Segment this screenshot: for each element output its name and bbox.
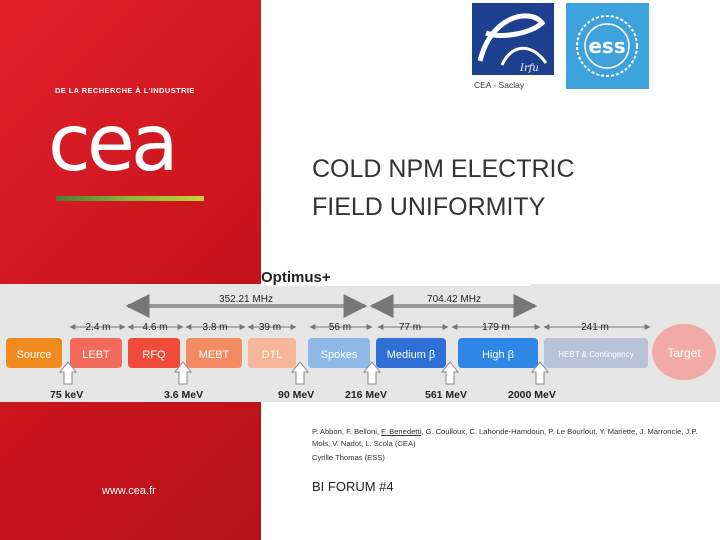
slide-title-line2: FIELD UNIFORMITY [312,193,546,221]
length-label-spokes: 56 m [329,322,351,333]
energy-arrow-3-6mev-icon [173,361,193,385]
energy-arrow-75kev-icon [58,361,78,385]
length-label-high: 179 m [482,322,510,333]
section-target [652,324,716,380]
cea-logo-underline [56,196,204,201]
authors-list: P. Abbon, F. Belloni, F. Benedetti, G. C… [312,426,712,450]
authors-presenter: F. Benedetti [381,427,422,436]
length-label-hebt: 241 m [581,322,609,333]
diagram-heading: Optimus+ [261,269,331,286]
section-high-beta-label: High β [482,349,514,361]
section-target-label: Target [667,346,701,360]
cea-tagline: DE LA RECHERCHE À L'INDUSTRIE [55,86,195,95]
energy-label-3-6mev: 3.6 MeV [164,389,203,401]
section-rfq [128,338,180,368]
cea-website-link[interactable]: www.cea.fr [102,485,156,497]
length-label-rfq: 4.6 m [142,322,167,333]
saclay-swoosh-icon [477,13,546,62]
section-dtl [248,338,296,368]
section-mebt-label: MEBT [199,349,230,361]
event-name: BI FORUM #4 [312,479,394,494]
section-rfq-label: RFQ [142,349,166,361]
slide-title: COLD NPM ELECTRIC FIELD UNIFORMITY [312,150,575,226]
section-medium-beta [376,338,446,368]
ess-linac-diagram: Optimus+ 352.21 MHz 704.42 MHz 2.4 m 4.6… [0,262,720,402]
authors-part2: , G. Coulloux, C. Lahonde-Hamdoun, P. Le… [312,427,698,448]
authors-part1: P. Abbon, F. Belloni, [312,427,382,436]
section-high-beta [458,338,538,368]
energy-label-2000mev: 2000 MeV [508,389,556,401]
section-hebt [544,338,648,368]
ess-logo-text: ess [588,34,625,58]
length-label-medium: 77 m [399,322,421,333]
energy-arrow-2000mev-icon [530,361,550,385]
authors-ess: Cyrille Thomas (ESS) [312,453,385,462]
saclay-caption: CEA - Saclay [474,80,525,90]
freq-label-704: 704.42 MHz [427,294,481,305]
ess-logo: ess [566,3,649,89]
section-source-label: Source [17,349,52,361]
length-label-dtl: 39 m [259,322,281,333]
section-dtl-label: DTL [262,349,283,361]
saclay-irfu-script: Irfu [519,63,539,74]
cea-logo-text: cea [48,112,175,178]
energy-label-75kev: 75 keV [50,389,83,401]
cea-red-panel [0,0,261,540]
section-lebt-label: LEBT [82,349,110,361]
cea-logo: cea [48,112,179,178]
ess-ring-icon [576,15,638,77]
section-mebt [186,338,242,368]
cea-saclay-logo: Irfu CEA - Saclay [472,3,554,90]
section-spokes [308,338,370,368]
energy-label-216mev: 216 MeV [345,389,387,401]
energy-arrow-216mev-icon [362,361,382,385]
length-label-lebt: 2.4 m [85,322,110,333]
energy-arrow-90mev-icon [290,361,310,385]
section-source [6,338,62,368]
section-spokes-label: Spokes [321,349,358,361]
energy-label-561mev: 561 MeV [425,389,467,401]
energy-arrow-561mev-icon [440,361,460,385]
freq-label-352: 352.21 MHz [219,294,273,305]
section-lebt [70,338,122,368]
energy-label-90mev: 90 MeV [278,389,314,401]
length-label-mebt: 3.8 m [202,322,227,333]
section-medium-beta-label: Medium β [387,349,436,361]
slide-title-line1: COLD NPM ELECTRIC [312,155,575,183]
section-hebt-label: HEBT & Contingency [558,350,633,359]
